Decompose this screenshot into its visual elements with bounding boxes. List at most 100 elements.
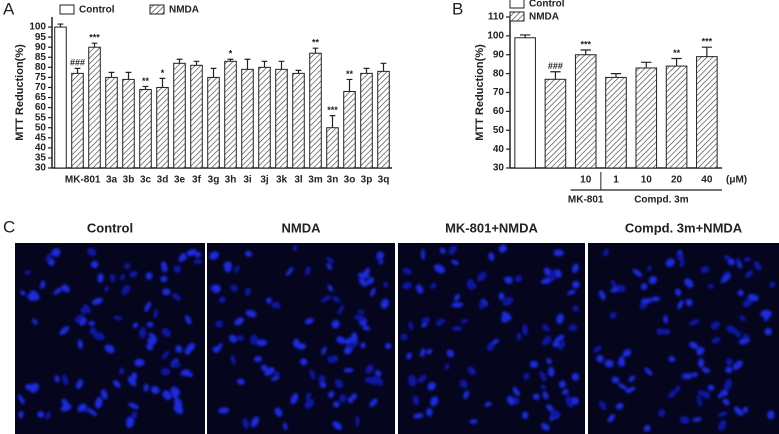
cell (305, 392, 312, 401)
cell (264, 367, 275, 376)
bar (207, 76, 220, 169)
cell (253, 355, 262, 363)
micrograph (15, 243, 205, 434)
cell (354, 315, 366, 321)
x-tick-label: 3q (378, 175, 390, 186)
cell (539, 370, 547, 382)
cell (266, 297, 272, 304)
y-tick-label: 75 (35, 72, 47, 83)
cell (571, 372, 580, 381)
cell (60, 403, 72, 412)
cell (558, 380, 566, 388)
y-tick-label: 40 (493, 144, 505, 155)
cell (679, 415, 690, 424)
significance-label: ### (548, 61, 563, 71)
x-tick-label: 3i (243, 175, 252, 186)
cells (17, 247, 203, 428)
cell (412, 395, 420, 406)
cell (172, 293, 182, 301)
cell (131, 411, 138, 419)
x-tick-label: 20 (671, 175, 683, 186)
cell (676, 253, 684, 261)
cell (88, 320, 95, 326)
x-tick-label: 10 (580, 175, 592, 186)
cell (696, 395, 703, 407)
error-bar (91, 42, 98, 48)
cell (134, 358, 145, 367)
x-tick-label: 40 (701, 175, 713, 186)
cell (40, 280, 46, 289)
cell (628, 375, 636, 382)
cell (426, 348, 433, 355)
cell (596, 354, 604, 363)
y-tick-label: 45 (35, 132, 47, 143)
significance-label: ** (673, 48, 681, 58)
cell (161, 350, 170, 360)
cell (218, 407, 230, 414)
cell (408, 321, 414, 331)
bar (514, 37, 536, 169)
cell (54, 375, 60, 383)
cell (553, 249, 564, 257)
cell (734, 330, 742, 338)
cell (542, 335, 552, 346)
cell (17, 394, 25, 405)
cell (675, 385, 681, 392)
cell (175, 345, 183, 354)
cell (362, 325, 371, 331)
cell (146, 337, 157, 345)
error-bar (312, 47, 319, 54)
cell (89, 327, 97, 335)
cell (400, 333, 408, 341)
cell (522, 324, 529, 336)
cell (53, 287, 63, 295)
cell (153, 308, 158, 319)
cell (97, 273, 104, 284)
y-tick-label: 50 (493, 125, 505, 136)
legend-label: Control (79, 5, 115, 16)
cell (212, 346, 219, 353)
cell (484, 401, 492, 407)
cell (692, 417, 702, 422)
cell (148, 332, 158, 341)
cell (242, 417, 250, 429)
cell (662, 328, 671, 335)
cell (271, 302, 278, 309)
cell (334, 379, 344, 389)
cell (665, 258, 675, 267)
y-tick-label: 100 (29, 22, 46, 33)
cell (650, 296, 660, 302)
cell (162, 390, 172, 400)
cell (444, 363, 450, 370)
cell (113, 380, 121, 388)
error-bar (227, 58, 234, 62)
legend-label: Control (529, 0, 565, 10)
cell (733, 360, 743, 370)
cell (546, 358, 552, 365)
cell (607, 413, 615, 423)
bar (190, 64, 203, 169)
x-tick-label: MK-801 (65, 175, 101, 186)
cell (128, 402, 139, 410)
cell (724, 254, 730, 261)
cell (477, 271, 487, 282)
cell (127, 376, 137, 387)
cell (684, 278, 694, 288)
image-caption: Control (87, 220, 133, 235)
cell (615, 284, 626, 293)
cell (129, 270, 138, 278)
cell (145, 272, 153, 280)
bar (574, 54, 597, 169)
cell (522, 411, 529, 419)
cell (767, 410, 775, 420)
cell (415, 284, 424, 294)
x-tick-label: 3h (225, 175, 237, 186)
cell (160, 275, 168, 283)
cell (434, 264, 445, 274)
cell (717, 411, 728, 417)
image-caption: Compd. 3m+NMDA (625, 220, 743, 235)
cell (146, 343, 154, 351)
cell (172, 361, 181, 368)
cell (292, 244, 298, 252)
cell (725, 366, 733, 374)
